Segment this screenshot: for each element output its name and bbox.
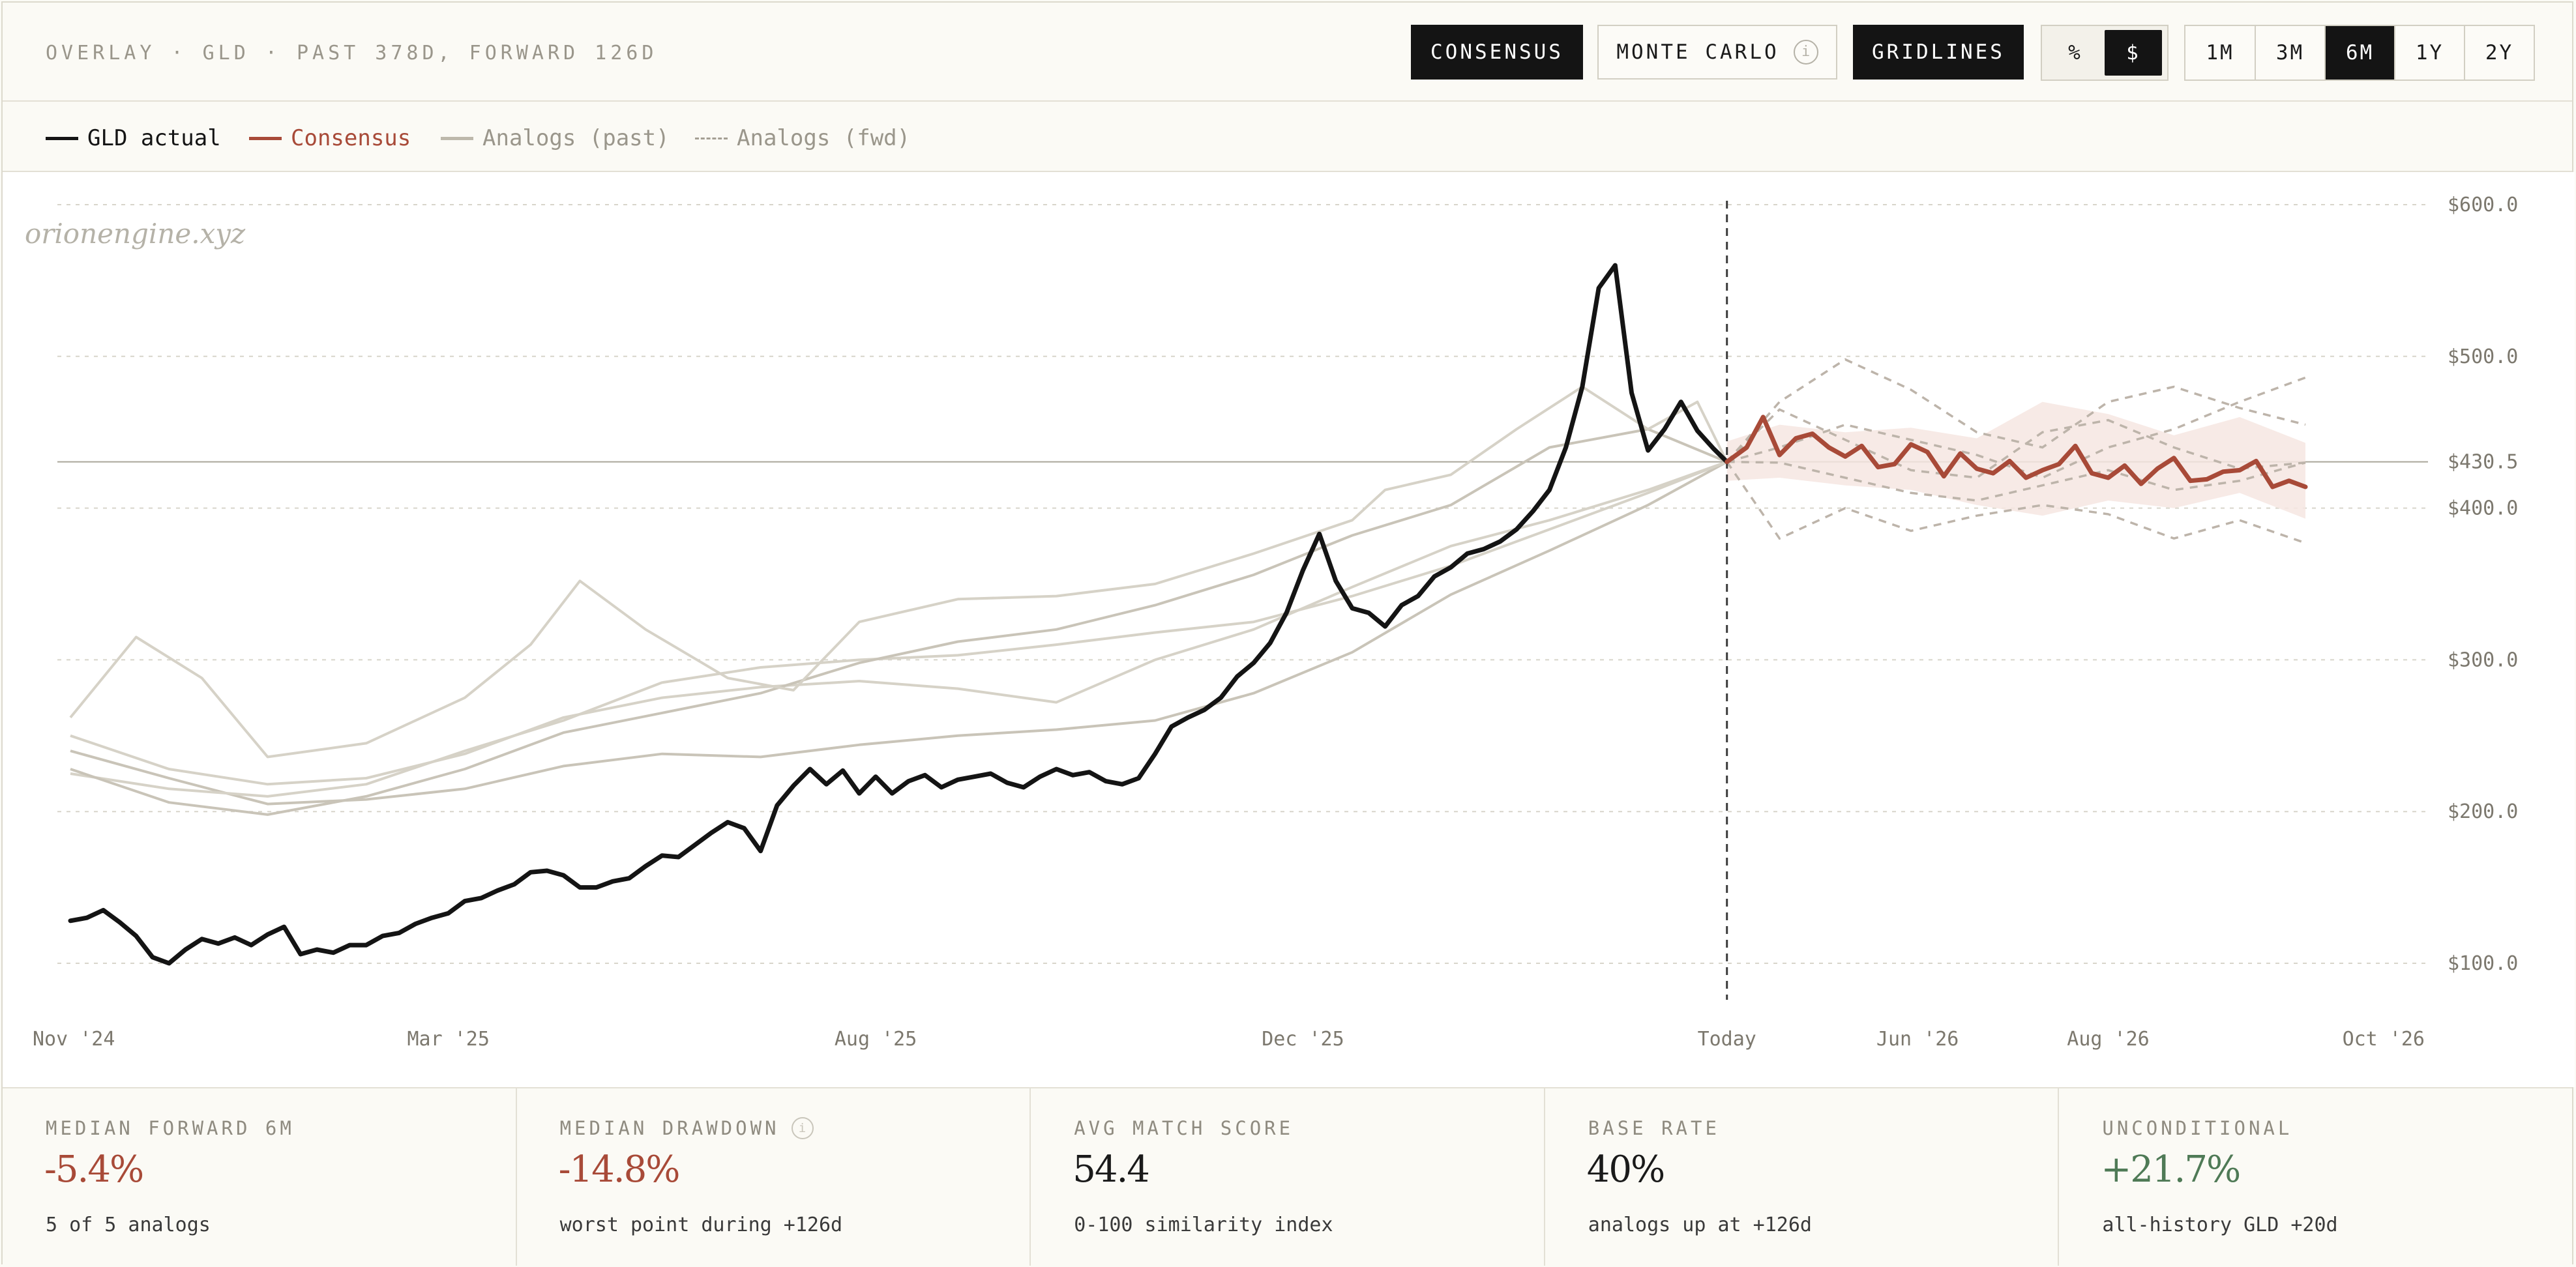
legend-swatch [249, 136, 282, 140]
watermark: orionengine.xyz [25, 218, 246, 250]
range-6m-button[interactable]: 6M [2324, 26, 2394, 80]
range-1m-button[interactable]: 1M [2185, 26, 2255, 80]
info-icon[interactable]: i [1793, 40, 1818, 65]
stat-value: 40% [1586, 1148, 1665, 1191]
stat-median-drawdown: MEDIAN DRAWDOWN i -14.8% worst point dur… [516, 1088, 1031, 1266]
legend-label: GLD actual [87, 125, 221, 151]
monte-carlo-label: MONTE CARLO [1616, 40, 1779, 64]
analog-fwd-line [1726, 461, 2306, 544]
y-tick-label: $500.0 [2448, 345, 2518, 368]
stat-base-rate: BASE RATE 40% analogs up at +126d [1545, 1088, 2060, 1266]
stat-label: UNCONDITIONAL [2102, 1117, 2293, 1139]
legend-label: Analogs (past) [482, 125, 670, 151]
y-tick-label: $400.0 [2448, 497, 2518, 520]
x-tick-label: Today [1698, 1028, 1756, 1051]
stat-label: AVG MATCH SCORE [1074, 1117, 1294, 1139]
x-tick-label: Nov '24 [33, 1028, 115, 1051]
stat-sub: all-history GLD +20d [2102, 1214, 2338, 1236]
stats-row: MEDIAN FORWARD 6M -5.4% 5 of 5 analogs M… [3, 1087, 2572, 1266]
unit-toggle: % $ [2041, 25, 2169, 81]
analog-fwd-line [1726, 358, 2306, 463]
range-3m-button[interactable]: 3M [2255, 26, 2324, 80]
gridlines-label: GRIDLINES [1872, 40, 2005, 64]
stat-sub: 0-100 similarity index [1074, 1214, 1333, 1236]
info-icon[interactable]: i [791, 1117, 814, 1139]
analog-fwd-line [1726, 408, 2306, 479]
y-tick-label: $200.0 [2448, 800, 2518, 823]
stat-sub: 5 of 5 analogs [46, 1214, 211, 1236]
overlay-title: OVERLAY · GLD · PAST 378D, FORWARD 126D [46, 42, 658, 65]
legend-label: Consensus [291, 125, 411, 151]
x-tick-label: Aug '26 [2067, 1028, 2149, 1051]
x-tick-label: Dec '25 [1262, 1028, 1344, 1051]
monte-carlo-toggle-button[interactable]: MONTE CARLO i [1597, 25, 1837, 80]
legend-item-consensus[interactable]: Consensus [249, 125, 411, 151]
stat-unconditional: UNCONDITIONAL +21.7% all-history GLD +20… [2059, 1088, 2572, 1266]
stat-label: BASE RATE [1588, 1117, 1720, 1139]
stat-avg-match-score: AVG MATCH SCORE 54.4 0-100 similarity in… [1031, 1088, 1545, 1266]
stat-sub: worst point during +126d [559, 1214, 843, 1236]
unit-dollar-button[interactable]: $ [2105, 30, 2162, 76]
legend-label: Analogs (fwd) [737, 125, 911, 151]
legend: GLD actual Consensus Analogs (past) Anal… [3, 102, 2572, 172]
toolbar: OVERLAY · GLD · PAST 378D, FORWARD 126D … [3, 3, 2572, 102]
legend-swatch [695, 137, 728, 139]
legend-item-analogs-past[interactable]: Analogs (past) [441, 125, 670, 151]
reference-label: $430.5 [2448, 451, 2518, 474]
legend-swatch [46, 136, 78, 140]
legend-item-gld-actual[interactable]: GLD actual [46, 125, 221, 151]
x-tick-label: Aug '25 [835, 1028, 917, 1051]
analog-past-line [70, 460, 1728, 786]
consensus-label: CONSENSUS [1430, 40, 1563, 64]
stat-value: -5.4% [44, 1148, 144, 1191]
consensus-toggle-button[interactable]: CONSENSUS [1411, 25, 1583, 80]
legend-item-analogs-fwd[interactable]: Analogs (fwd) [695, 125, 910, 151]
gridlines-toggle-button[interactable]: GRIDLINES [1853, 25, 2024, 80]
legend-swatch [441, 136, 473, 140]
range-2y-button[interactable]: 2Y [2464, 26, 2534, 80]
analog-past-line [70, 460, 1728, 798]
gld-actual-line [68, 263, 1730, 966]
chart-area: $100.0 $200.0 $300.0 $400.0 $500.0 $600.0 $430… [3, 172, 2575, 1087]
analog-past-line [69, 385, 1728, 759]
x-tick-label: Jun '26 [1876, 1028, 1959, 1051]
consensus-line [1725, 415, 2308, 489]
stat-sub: analogs up at +126d [1588, 1214, 1812, 1236]
range-selector: 1M 3M 6M 1Y 2Y [2184, 25, 2535, 81]
x-tick-label: Oct '26 [2343, 1028, 2425, 1051]
consensus-band [1726, 401, 2305, 519]
y-tick-label: $600.0 [2448, 194, 2518, 216]
analog-past-line [70, 460, 1728, 806]
overlay-chart: $100.0 $200.0 $300.0 $400.0 $500.0 $600.0 $430… [33, 194, 2518, 1051]
range-1y-button[interactable]: 1Y [2394, 26, 2464, 80]
y-tick-label: $300.0 [2448, 648, 2518, 671]
stat-value: 54.4 [1073, 1148, 1150, 1191]
unit-percent-button[interactable]: % [2068, 41, 2082, 65]
stat-median-forward: MEDIAN FORWARD 6M -5.4% 5 of 5 analogs [3, 1088, 517, 1266]
stat-label: MEDIAN DRAWDOWN i [560, 1117, 814, 1139]
analog-past-line [70, 428, 1728, 816]
stat-label: MEDIAN FORWARD 6M [46, 1117, 295, 1139]
analog-fwd-line [1726, 460, 2306, 502]
stat-value: -14.8% [558, 1148, 681, 1191]
y-tick-label: $100.0 [2448, 952, 2518, 975]
x-tick-label: Mar '25 [407, 1028, 490, 1051]
stat-value: +21.7% [2101, 1148, 2241, 1191]
